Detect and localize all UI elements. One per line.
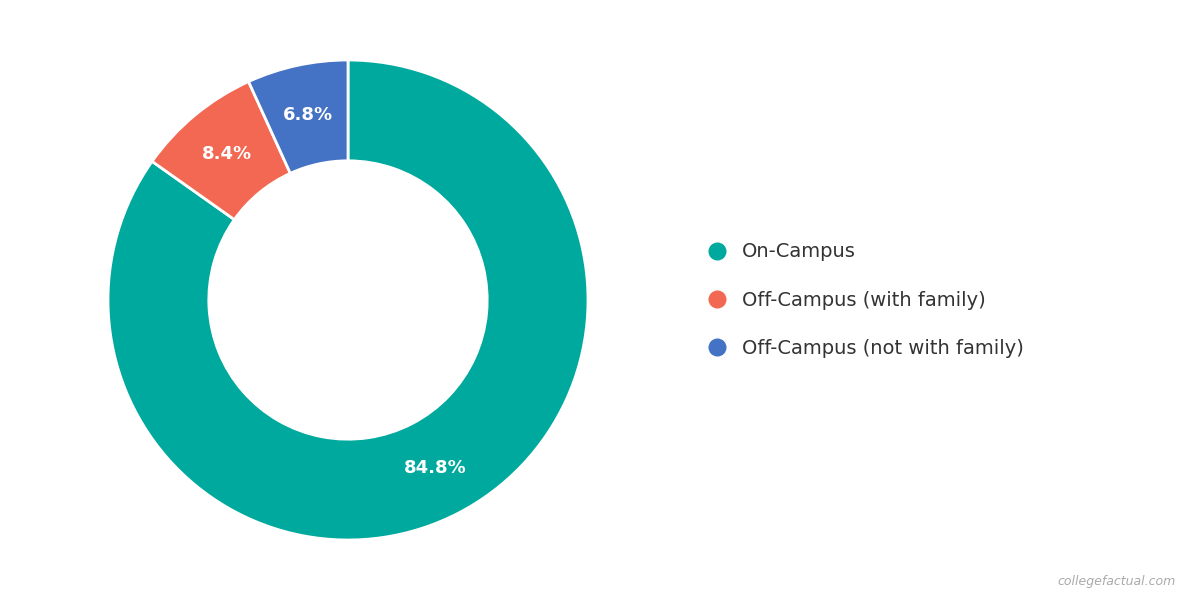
Text: 84.8%: 84.8% <box>403 460 467 478</box>
Text: 8.4%: 8.4% <box>202 145 252 163</box>
Legend: On-Campus, Off-Campus (with family), Off-Campus (not with family): On-Campus, Off-Campus (with family), Off… <box>688 223 1044 377</box>
Wedge shape <box>152 82 290 220</box>
Text: collegefactual.com: collegefactual.com <box>1057 575 1176 588</box>
Wedge shape <box>108 60 588 540</box>
Text: 6.8%: 6.8% <box>283 106 332 124</box>
Wedge shape <box>248 60 348 173</box>
